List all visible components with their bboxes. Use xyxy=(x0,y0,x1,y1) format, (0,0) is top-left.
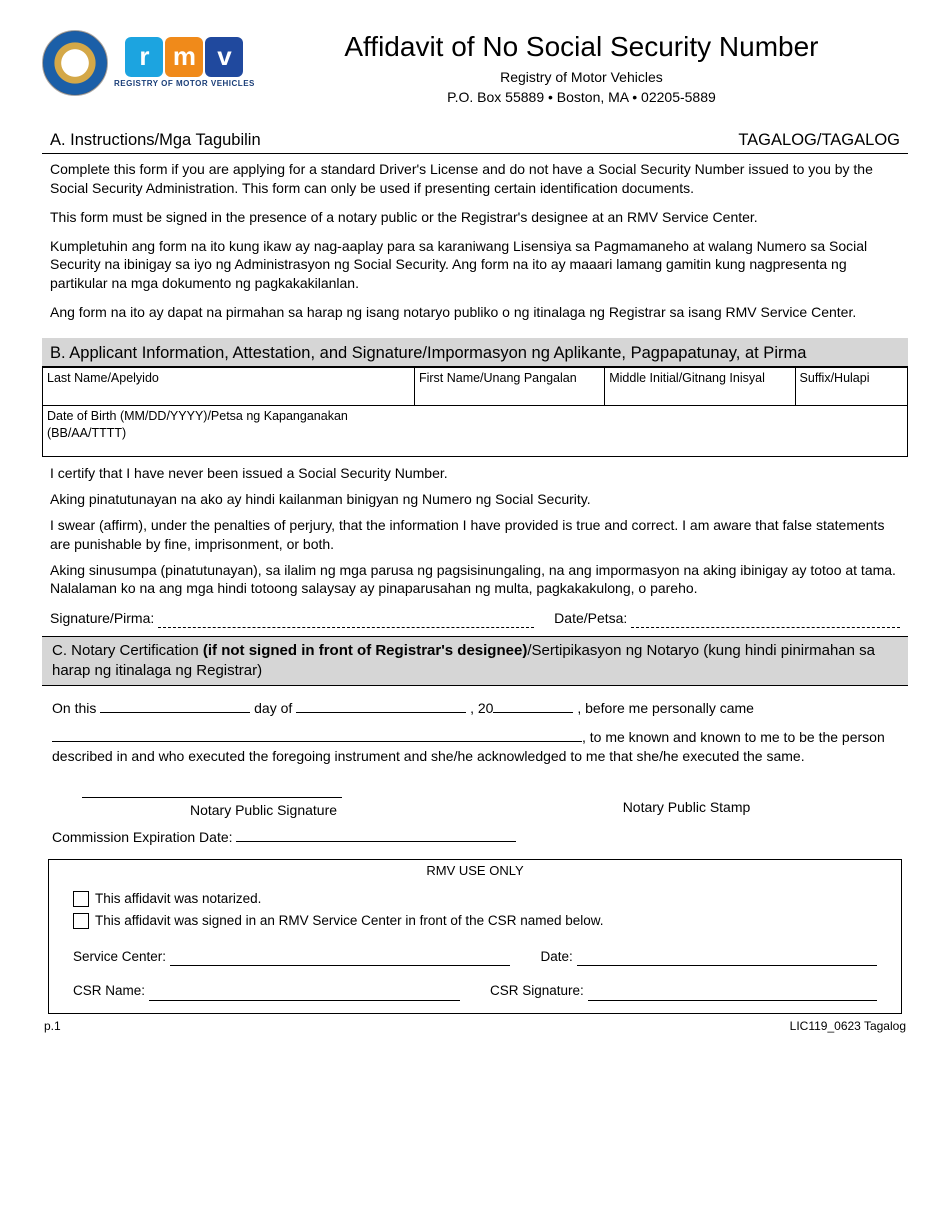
label-middle-initial: Middle Initial/Gitnang Inisyal xyxy=(609,371,765,385)
instr-en-2: This form must be signed in the presence… xyxy=(50,208,900,227)
rmv-box-heading: RMV USE ONLY xyxy=(73,862,877,880)
section-a-title: A. Instructions/Mga Tagubilin xyxy=(50,129,261,151)
rmv-date-line[interactable] xyxy=(577,965,877,966)
service-center-label: Service Center: xyxy=(73,948,166,966)
instr-tl-1: Kumpletuhin ang form na ito kung ikaw ay… xyxy=(50,237,900,294)
day-of-label: day of xyxy=(254,700,292,716)
csr-name-label: CSR Name: xyxy=(73,982,145,1000)
cell-suffix[interactable]: Suffix/Hulapi xyxy=(795,368,907,406)
on-this-label: On this xyxy=(52,700,96,716)
cert-en-1: I certify that I have never been issued … xyxy=(50,464,900,483)
section-a-header: A. Instructions/Mga Tagubilin TAGALOG/TA… xyxy=(42,125,908,154)
signature-line[interactable] xyxy=(158,609,534,628)
cert-tl-1: Aking pinatutunayan na ako ay hindi kail… xyxy=(50,490,900,509)
cell-last-name[interactable]: Last Name/Apelyido xyxy=(43,368,415,406)
rmv-tile-m: m xyxy=(165,37,203,77)
instr-tl-2: Ang form na ito ay dapat na pirmahan sa … xyxy=(50,303,900,322)
label-dob: Date of Birth (MM/DD/YYYY)/Petsa ng Kapa… xyxy=(47,408,427,442)
page-address: P.O. Box 55889 • Boston, MA • 02205-5889 xyxy=(255,88,908,107)
rmv-tile-v: v xyxy=(205,37,243,77)
state-seal-icon xyxy=(42,30,108,96)
checkbox-signed-rmv-label: This affidavit was signed in an RMV Serv… xyxy=(95,912,604,930)
checkbox-signed-rmv[interactable] xyxy=(73,913,89,929)
cert-tl-2: Aking sinusumpa (pinatutunayan), sa ilal… xyxy=(50,561,900,599)
logo-group: r m v REGISTRY OF MOTOR VEHICLES xyxy=(42,30,255,96)
commission-exp-label: Commission Expiration Date: xyxy=(52,829,233,845)
year-prefix: , 20 xyxy=(470,700,493,716)
label-suffix: Suffix/Hulapi xyxy=(800,371,870,385)
rmv-subtitle: REGISTRY OF MOTOR VEHICLES xyxy=(114,79,255,90)
page-subtitle: Registry of Motor Vehicles xyxy=(255,68,908,87)
sec-c-title-paren: (if not signed in front of Registrar's d… xyxy=(203,642,527,659)
checkbox-notarized[interactable] xyxy=(73,891,89,907)
notary-name-line[interactable] xyxy=(52,741,582,742)
section-b-title: B. Applicant Information, Attestation, a… xyxy=(50,344,806,362)
known-text: , to me known and known to me to be the … xyxy=(52,729,885,764)
signature-label: Signature/Pirma: xyxy=(50,609,154,628)
date-line[interactable] xyxy=(631,609,900,628)
cert-en-2: I swear (affirm), under the penalties of… xyxy=(50,516,900,554)
applicant-grid: Last Name/Apelyido First Name/Unang Pang… xyxy=(42,367,908,457)
cell-middle-initial[interactable]: Middle Initial/Gitnang Inisyal xyxy=(605,368,795,406)
signature-row: Signature/Pirma: Date/Petsa: xyxy=(42,605,908,636)
cell-dob[interactable]: Date of Birth (MM/DD/YYYY)/Petsa ng Kapa… xyxy=(43,406,908,457)
service-center-line[interactable] xyxy=(170,965,510,966)
commission-exp-line[interactable] xyxy=(236,841,516,842)
rmv-date-label: Date: xyxy=(540,948,572,966)
sec-c-title-main: C. Notary Certification xyxy=(52,642,203,659)
notary-stamp-label: Notary Public Stamp xyxy=(623,799,751,815)
page-number: p.1 xyxy=(44,1018,61,1034)
rmv-logo: r m v REGISTRY OF MOTOR VEHICLES xyxy=(114,37,255,90)
date-label: Date/Petsa: xyxy=(554,609,627,628)
notary-year-line[interactable] xyxy=(493,712,573,713)
notary-signature-row: Notary Public Signature Notary Public St… xyxy=(42,769,908,824)
page-footer: p.1 LIC119_0623 Tagalog xyxy=(42,1018,908,1034)
notary-body: On this day of , 20 , before me personal… xyxy=(42,686,908,770)
form-id: LIC119_0623 Tagalog xyxy=(790,1018,906,1034)
notary-day-line[interactable] xyxy=(100,712,250,713)
csr-sig-label: CSR Signature: xyxy=(490,982,584,1000)
page-title: Affidavit of No Social Security Number xyxy=(255,28,908,66)
before-me-label: , before me personally came xyxy=(577,700,754,716)
label-last-name: Last Name/Apelyido xyxy=(47,371,159,385)
rmv-use-only-box: RMV USE ONLY This affidavit was notarize… xyxy=(48,859,902,1013)
csr-sig-line[interactable] xyxy=(588,1000,877,1001)
instr-en-1: Complete this form if you are applying f… xyxy=(50,160,900,198)
notary-month-line[interactable] xyxy=(296,712,466,713)
commission-exp-row: Commission Expiration Date: xyxy=(42,824,908,855)
label-first-name: First Name/Unang Pangalan xyxy=(419,371,577,385)
notary-sig-col: Notary Public Signature xyxy=(52,797,475,820)
section-c-header: C. Notary Certification (if not signed i… xyxy=(42,636,908,685)
certification-block: I certify that I have never been issued … xyxy=(42,464,908,598)
notary-sig-label: Notary Public Signature xyxy=(190,802,337,818)
checkbox-notarized-label: This affidavit was notarized. xyxy=(95,890,261,908)
language-label: TAGALOG/TAGALOG xyxy=(738,129,900,151)
csr-name-line[interactable] xyxy=(149,1000,460,1001)
notary-signature-line[interactable] xyxy=(82,797,342,798)
page-header: r m v REGISTRY OF MOTOR VEHICLES Affidav… xyxy=(42,30,908,107)
section-a-body: Complete this form if you are applying f… xyxy=(42,154,908,338)
section-b-header: B. Applicant Information, Attestation, a… xyxy=(42,338,908,367)
cell-first-name[interactable]: First Name/Unang Pangalan xyxy=(414,368,604,406)
title-block: Affidavit of No Social Security Number R… xyxy=(255,28,908,107)
notary-stamp-col: Notary Public Stamp xyxy=(475,797,898,820)
rmv-tile-r: r xyxy=(125,37,163,77)
